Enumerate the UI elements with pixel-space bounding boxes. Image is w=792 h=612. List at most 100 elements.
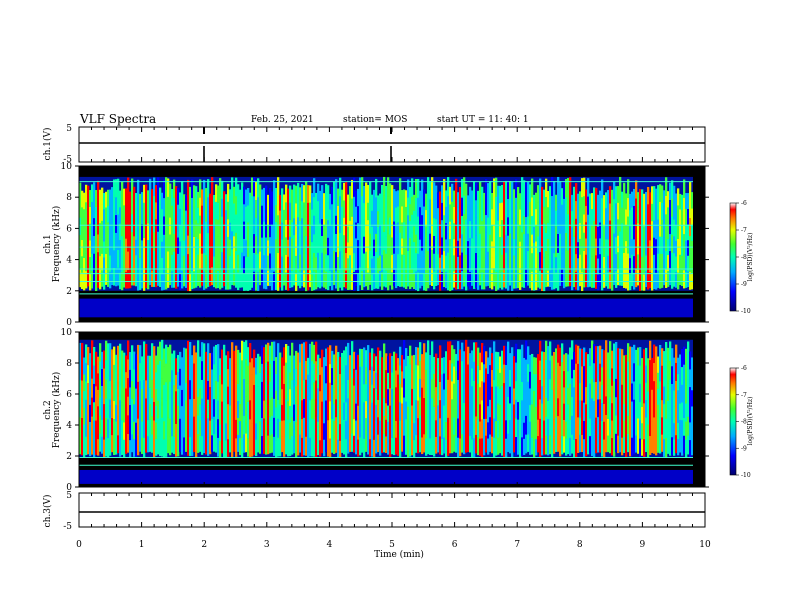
spectrogram-cell [549, 253, 552, 271]
spectrogram-cell [543, 352, 546, 370]
spectrogram-cell [435, 202, 438, 220]
spectrogram-cell [383, 379, 386, 399]
spectrogram-cell [597, 210, 600, 227]
spectrogram-cell [471, 269, 474, 286]
spectrogram-cell [583, 402, 586, 421]
spectrogram-cell [209, 353, 212, 371]
spectrogram-cell [489, 252, 492, 271]
spectrogram-cell [353, 368, 356, 386]
spectrogram-cell [501, 437, 504, 456]
spectrogram-cell [405, 365, 408, 384]
spectrogram-cell [179, 385, 182, 403]
spectrogram-cell [657, 388, 660, 405]
spectrogram-cell [117, 178, 120, 197]
ch1-spectrogram-ticks [78, 166, 706, 322]
spectrogram-cell [531, 234, 534, 254]
spectrogram-cell [265, 202, 268, 221]
spectrogram-cell [379, 224, 382, 241]
spectrogram-cell [655, 255, 658, 273]
spectrogram-cell [249, 225, 252, 242]
spectrogram-cell [481, 438, 484, 458]
spectrogram-cell [357, 354, 360, 373]
spectrogram-cell [307, 185, 310, 203]
spectrogram-cell [553, 252, 556, 272]
spectrogram-cell [113, 197, 116, 216]
spectrogram-cell [607, 190, 610, 207]
spectrogram-cell [377, 226, 380, 243]
spectrogram-cell [587, 214, 590, 233]
spectrogram-cell [643, 258, 646, 275]
spectrogram-cell [543, 273, 546, 292]
spectrogram-cell [577, 225, 580, 243]
spectrogram-cell [249, 241, 252, 258]
spectrogram-cell [133, 439, 136, 457]
spectrogram-cell [303, 342, 306, 362]
spectrogram-cell [565, 353, 568, 371]
spectrogram-cell [605, 192, 608, 209]
spectrogram-cell [335, 251, 338, 271]
spectrogram-cell [609, 271, 612, 289]
spectrogram-cell [161, 225, 164, 242]
spectrogram-cell [645, 399, 648, 418]
spectrogram-cell [223, 222, 226, 239]
spectrogram-cell [177, 188, 180, 205]
spectrogram-cell [173, 197, 176, 216]
spectrogram-cell [573, 369, 576, 388]
spectrogram-cell [169, 251, 172, 269]
spectrogram-cell [213, 225, 216, 242]
spectrogram-cell [493, 341, 496, 361]
spectrogram-cell [687, 397, 690, 417]
spectrogram-cell [169, 200, 172, 218]
spectrogram-cell [447, 360, 450, 380]
spectrogram-cell [111, 400, 114, 419]
spectrogram-cell [675, 209, 678, 226]
spectrogram-cell [491, 257, 494, 274]
spectrogram-cell [279, 210, 282, 226]
spectrogram-cell [419, 271, 422, 289]
spectrogram-cell [375, 404, 378, 422]
spectrogram-cell [165, 214, 168, 234]
spectrogram-cell [275, 255, 278, 274]
spectrogram-cell [379, 239, 382, 256]
spectrogram-cell [465, 377, 468, 397]
spectrogram-cell [547, 222, 550, 239]
ch2-spec-ylabel-freq: Frequency (kHz) [51, 372, 62, 449]
spectrogram-cell [301, 418, 304, 438]
spectrogram-cell [559, 420, 562, 439]
spectrogram-cell [473, 216, 476, 236]
spectrogram-cell [579, 400, 582, 418]
spectrogram-cell [133, 421, 136, 440]
spectrogram-cell [217, 381, 220, 401]
spectrogram-cell [587, 268, 590, 288]
spectrogram-cell [105, 379, 108, 399]
spectrogram-cell [421, 403, 424, 421]
spectrogram-cell [211, 248, 214, 268]
spectrogram-cell [577, 257, 580, 275]
spectrogram-cell [163, 197, 166, 217]
spectrogram-cell [449, 204, 452, 222]
spectrogram-cell [459, 367, 462, 386]
spectrogram-cell [297, 217, 300, 235]
spectrogram-cell [577, 399, 580, 418]
spectrogram-cell [351, 234, 354, 254]
spectrogram-cell [355, 253, 358, 271]
spectrogram-cell [513, 372, 516, 389]
spectrogram-cell [657, 404, 660, 421]
spectrogram-cell [681, 209, 684, 226]
spectrogram-cell [405, 239, 408, 257]
spectrogram-cell [503, 269, 506, 288]
spectrogram-cell [247, 256, 250, 274]
spectrogram-cell [135, 388, 138, 406]
spectrogram-cell [563, 370, 566, 388]
spectrogram-cell [189, 273, 192, 292]
spectrogram-cell [471, 421, 474, 440]
spectrogram-cell [235, 419, 238, 439]
spectrogram-cell [203, 434, 206, 454]
spectrogram-cell [145, 253, 148, 271]
spectrogram-cell [419, 397, 422, 416]
spectrogram-cell [309, 269, 312, 288]
spectrogram-cell [323, 224, 326, 241]
spectrogram-cell [79, 252, 82, 270]
spectrogram-cell [325, 218, 328, 237]
spectrogram-cell [285, 344, 288, 363]
